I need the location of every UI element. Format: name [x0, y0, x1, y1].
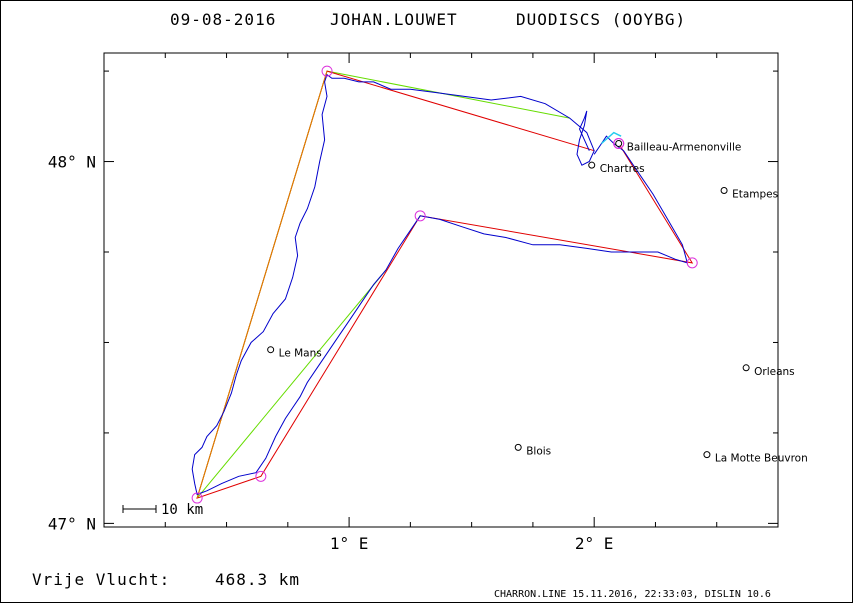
track-line — [191, 73, 689, 496]
town-label: Orleans — [754, 366, 795, 378]
turnpoint-circle — [255, 470, 267, 482]
title-date: 09-08-2016 — [170, 10, 276, 29]
town-marker — [703, 451, 711, 459]
turnpoint-circle — [191, 492, 203, 504]
course-line-orange — [196, 70, 328, 499]
town-markers: Bailleau-Armenonville Chartres Etampes Le M… — [267, 139, 808, 465]
turnpoint-markers — [191, 65, 698, 504]
turnpoint-circle — [686, 257, 698, 269]
y-tick-label: 48° N — [48, 153, 96, 172]
x-tick-label: 2° E — [575, 534, 614, 553]
town-label: Le Mans — [279, 348, 322, 360]
y-tick-label: 47° N — [48, 514, 96, 533]
scale-bar: 10 km — [122, 502, 203, 518]
course-line-green — [196, 70, 570, 499]
turnpoint-circle — [321, 65, 333, 77]
town-label: Chartres — [600, 163, 645, 175]
title-glider: DUODISCS (OOYBG) — [516, 10, 686, 29]
town-label: Blois — [526, 445, 551, 457]
x-tick-label: 1° E — [330, 534, 369, 553]
distance-label: Vrije Vlucht: — [32, 570, 170, 589]
plot-area — [103, 52, 779, 528]
town-marker — [267, 346, 275, 354]
flight-track — [191, 73, 689, 496]
axis-ticks — [104, 53, 778, 527]
turnpoint-circle — [613, 137, 625, 149]
axis-tick-labels: 1° E 2° E 47° N 48° N — [48, 153, 614, 553]
town-marker — [615, 139, 623, 147]
track-line-cyan — [601, 131, 622, 145]
town-marker — [742, 364, 750, 372]
footer-info: CHARRON.LINE 15.11.2016, 22:33:03, DISLI… — [494, 589, 771, 600]
town-label: Bailleau-Armenonville — [627, 141, 742, 153]
town-marker — [588, 161, 596, 169]
town-label: La Motte Beuvron — [715, 453, 808, 465]
distance-value: 468.3 km — [215, 570, 300, 589]
scale-bar-label: 10 km — [161, 502, 203, 518]
town-marker — [514, 443, 522, 451]
town-label: Etampes — [732, 188, 778, 200]
title-pilot: JOHAN.LOUWET — [330, 10, 458, 29]
turnpoint-circle — [414, 210, 426, 222]
town-marker — [720, 186, 728, 194]
